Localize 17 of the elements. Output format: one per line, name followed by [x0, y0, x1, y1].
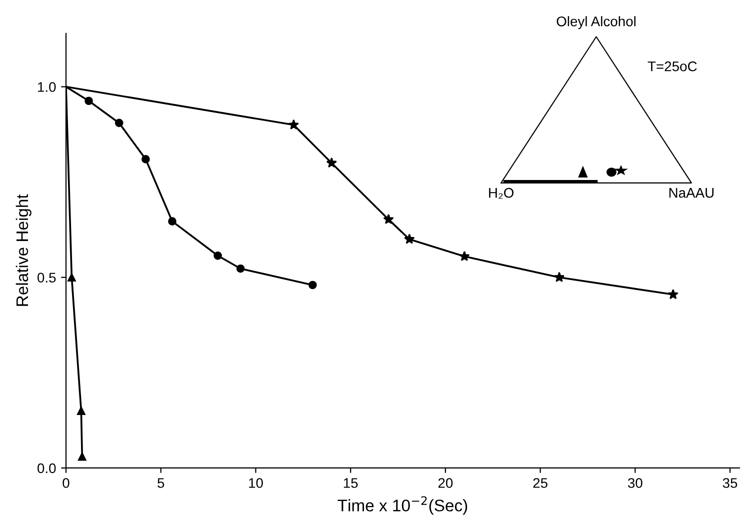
y-axis-title: Relative Height — [16, 194, 32, 306]
x-tick-label: 10 — [249, 478, 263, 488]
x-tick-label: 20 — [438, 478, 453, 488]
x-tick-label: 35 — [722, 478, 738, 488]
annotation: NaAAU — [669, 188, 714, 198]
annotation: H₂O — [489, 188, 514, 199]
x-tick-label: 5 — [158, 478, 164, 488]
text: Oleyl Alcohol — [556, 16, 636, 30]
y-tick-label: 0.5 — [38, 272, 56, 283]
x-axis-title: Time x 10$^{−2}$(Sec) — [338, 496, 468, 515]
x-tick-label: 0 — [62, 478, 70, 488]
y-tick-label: 1.0 — [38, 82, 56, 92]
y-tick-label: 0.0 — [38, 463, 56, 474]
x-tick-label: 15 — [344, 478, 358, 488]
x-tick-label: 30 — [628, 478, 642, 488]
x-tick-label: 25 — [533, 478, 548, 488]
annotation: T=25oC — [648, 61, 697, 72]
